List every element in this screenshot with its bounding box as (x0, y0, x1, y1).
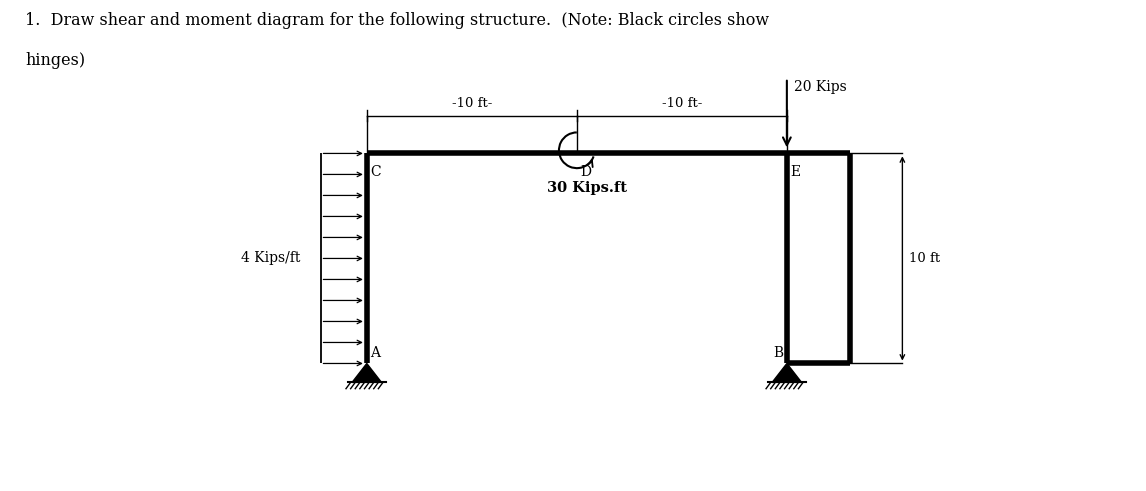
Text: 20 Kips: 20 Kips (794, 80, 847, 94)
Text: E: E (790, 165, 800, 179)
Text: D: D (580, 165, 591, 179)
Text: hinges): hinges) (25, 52, 85, 69)
Text: 10 ft: 10 ft (909, 252, 940, 265)
Polygon shape (772, 363, 801, 382)
Text: -10 ft-: -10 ft- (661, 97, 702, 110)
Text: C: C (370, 165, 380, 179)
Text: -10 ft-: -10 ft- (452, 97, 492, 110)
Text: 1.  Draw shear and moment diagram for the following structure.  (Note: Black cir: 1. Draw shear and moment diagram for the… (25, 12, 769, 29)
Text: 30 Kips.ft: 30 Kips.ft (548, 181, 627, 195)
Polygon shape (352, 363, 382, 382)
Text: 4 Kips/ft: 4 Kips/ft (241, 251, 300, 266)
Text: A: A (370, 346, 380, 360)
Text: B: B (774, 346, 784, 360)
